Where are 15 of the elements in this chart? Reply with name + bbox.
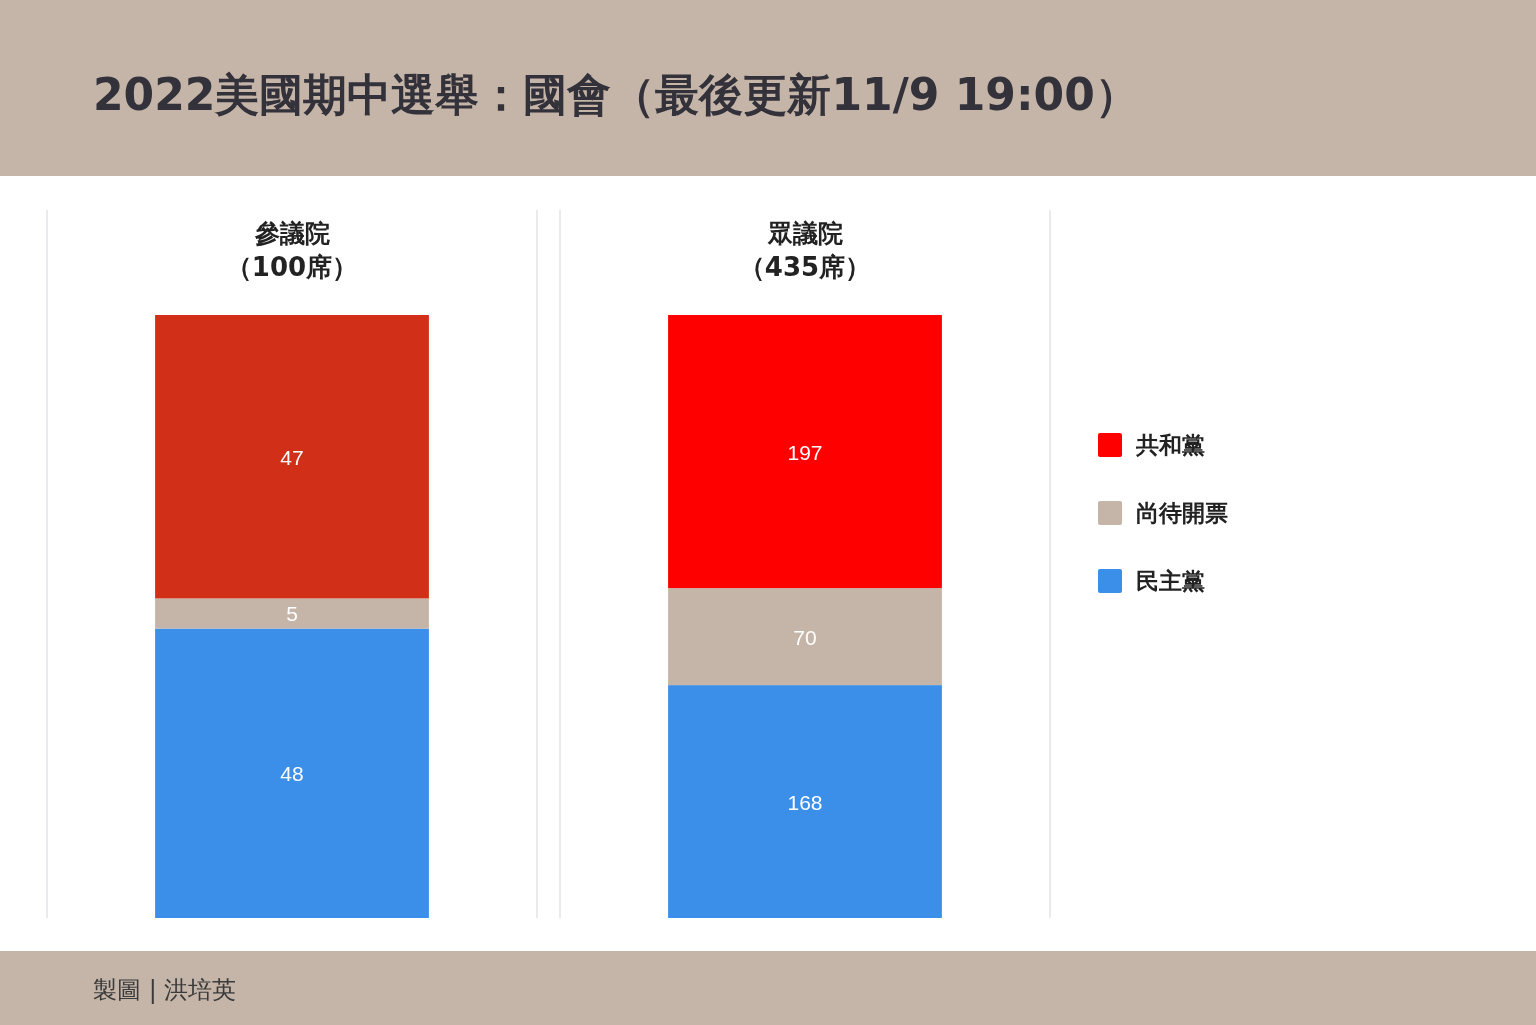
legend-label: 尚待開票 (1136, 500, 1228, 526)
data-label: 48 (280, 761, 304, 785)
text: 製圖 | 洪培英 (93, 976, 237, 1004)
chart-title: 眾議院 (766, 219, 843, 248)
data-label: 5 (286, 601, 298, 625)
data-label: 47 (280, 445, 304, 469)
chart-subtitle: （435席） (738, 252, 872, 282)
data-label: 197 (787, 440, 823, 464)
data-label: 70 (793, 625, 817, 649)
chart-subtitle: （100席） (225, 252, 359, 282)
text: 2022美國期中選舉：國會（最後更新11/9 19:00） (93, 69, 1139, 120)
data-label: 168 (787, 790, 823, 814)
legend-label: 共和黨 (1135, 432, 1205, 458)
legend-label: 民主黨 (1136, 568, 1205, 594)
chart-title: 參議院 (253, 219, 330, 248)
